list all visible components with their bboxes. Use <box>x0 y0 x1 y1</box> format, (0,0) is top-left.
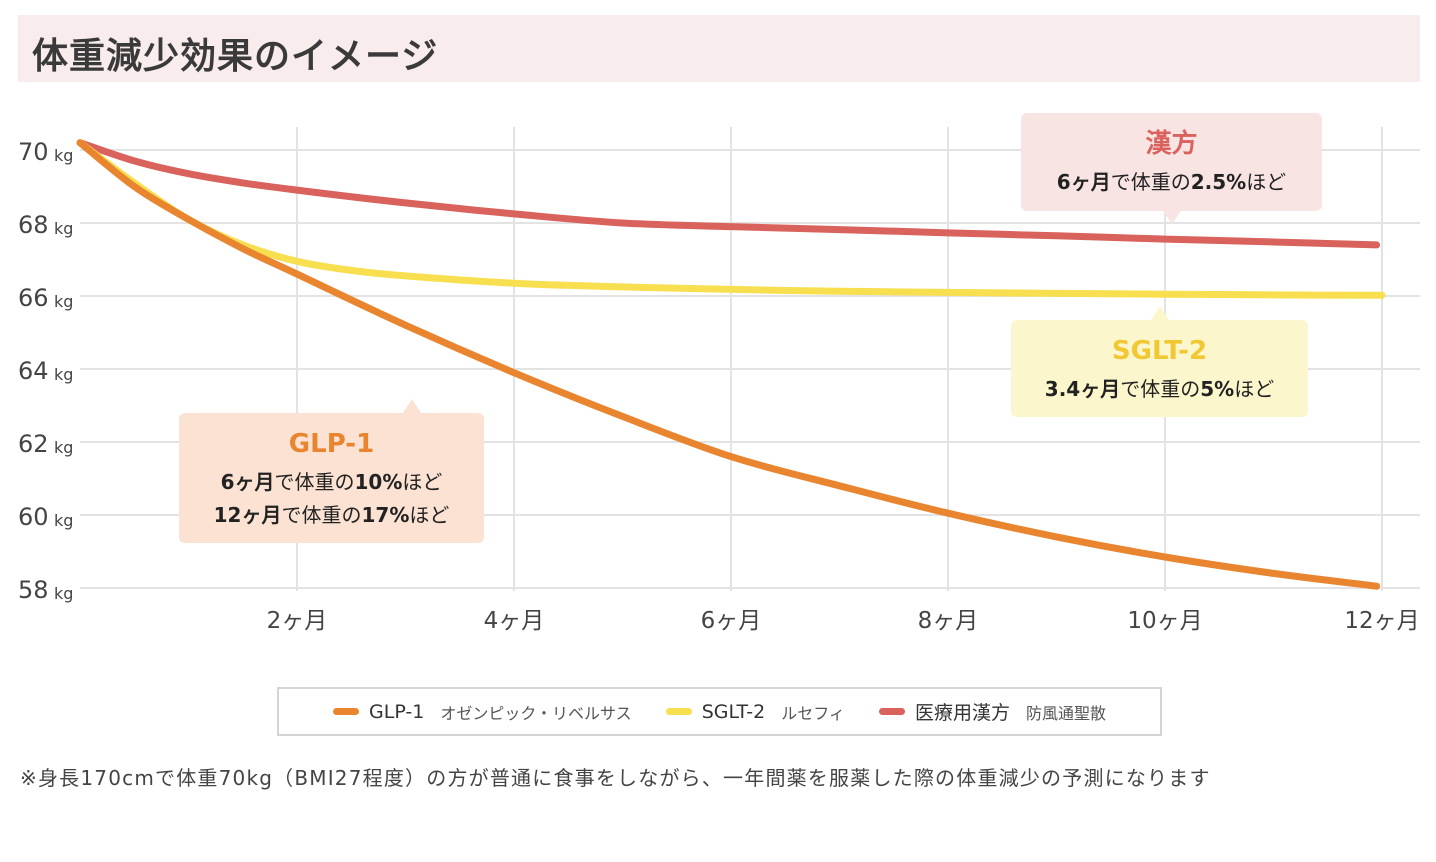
callout-title-kampo: 漢方 <box>1145 128 1197 159</box>
legend-swatch-kampo <box>878 708 905 715</box>
callout-glp1: GLP-1 6ヶ月で体重の10%ほど 12ヶ月で体重の17%ほど <box>179 399 484 543</box>
y-tick-unit-70: kg <box>54 146 73 165</box>
series-line-2 <box>76 139 1381 590</box>
series-lines <box>76 139 1386 590</box>
weight-loss-chart: 70 kg 68 kg 66 kg 64 kg 62 kg 60 kg 58 kg 2ヶ月 4ヶ月 6ヶ月 8ヶ月… <box>18 113 1420 634</box>
legend-sub-kampo: 防風通聖散 <box>1025 703 1106 723</box>
callout-box-glp1 <box>179 413 484 543</box>
callout-line-sglt2-0: 3.4ヶ月で体重の5%ほど <box>1045 377 1274 401</box>
callouts: 漢方 6ヶ月で体重の2.5%ほど SGLT-2 3.4ヶ月で体重の5%ほど GLP-1 6… <box>179 113 1322 543</box>
callout-line-glp1-0: 6ヶ月で体重の10%ほど <box>221 470 443 494</box>
legend-item-kampo: 医療用漢方 防風通聖散 <box>878 698 1106 725</box>
callout-sglt2: SGLT-2 3.4ヶ月で体重の5%ほど <box>1011 306 1308 417</box>
callout-box-sglt2 <box>1011 320 1308 417</box>
tick-labels: 70 kg 68 kg 66 kg 64 kg 62 kg 60 kg 58 kg 2ヶ月 4ヶ月 6ヶ月 8ヶ月… <box>18 138 1420 634</box>
x-tick-label-6: 6ヶ月 <box>701 608 762 634</box>
callout-pointer-sglt2 <box>1151 306 1169 320</box>
legend: GLP-1 オゼンピック・リベルサス SGLT-2 ルセフィ 医療用漢方 防風通… <box>277 687 1162 736</box>
y-tick-label-64: 64 <box>18 357 49 385</box>
x-tick-label-12: 12ヶ月 <box>1344 608 1419 634</box>
legend-swatch-sglt2 <box>665 708 692 715</box>
legend-sub-sglt2: ルセフィ <box>781 703 845 723</box>
callout-line-glp1-1: 12ヶ月で体重の17%ほど <box>214 503 450 527</box>
callout-title-glp1: GLP-1 <box>289 429 374 459</box>
y-tick-label-68: 68 <box>18 211 49 239</box>
footnote: ※身長170cmで体重70kg（BMI27程度）の方が普通に食事をしながら、一年… <box>20 766 1211 790</box>
y-tick-unit-60: kg <box>54 511 73 530</box>
x-tick-label-4: 4ヶ月 <box>484 608 545 634</box>
y-tick-label-58: 58 <box>18 576 49 604</box>
callout-line-kampo-0: 6ヶ月で体重の2.5%ほど <box>1057 170 1286 194</box>
x-tick-label-10: 10ヶ月 <box>1127 608 1202 634</box>
callout-title-sglt2: SGLT-2 <box>1112 336 1207 366</box>
x-tick-label-8: 8ヶ月 <box>918 608 979 634</box>
legend-name-kampo: 医療用漢方 <box>914 702 1010 724</box>
legend-swatch-glp1 <box>333 708 360 715</box>
y-tick-unit-58: kg <box>54 584 73 603</box>
y-tick-unit-62: kg <box>54 438 73 457</box>
title-bar: 体重減少効果のイメージ <box>18 15 1420 82</box>
legend-sub-glp1: オゼンピック・リベルサス <box>440 703 632 723</box>
page-title: 体重減少効果のイメージ <box>32 36 439 77</box>
callout-box-kampo <box>1021 113 1322 211</box>
legend-name-glp1: GLP-1 <box>369 700 425 723</box>
legend-name-sglt2: SGLT-2 <box>701 700 766 723</box>
y-tick-unit-64: kg <box>54 365 73 384</box>
y-tick-unit-66: kg <box>54 292 73 311</box>
legend-item-glp1: GLP-1 オゼンピック・リベルサス <box>333 700 632 724</box>
legend-item-sglt2: SGLT-2 ルセフィ <box>665 700 845 724</box>
y-tick-label-60: 60 <box>18 503 49 531</box>
series-line-0 <box>76 139 1381 249</box>
callout-kampo: 漢方 6ヶ月で体重の2.5%ほど <box>1021 113 1322 224</box>
callout-pointer-glp1 <box>403 399 421 413</box>
y-tick-unit-68: kg <box>54 219 73 238</box>
y-tick-label-66: 66 <box>18 284 49 312</box>
y-tick-label-62: 62 <box>18 430 49 458</box>
callout-pointer-kampo <box>1163 211 1181 224</box>
x-tick-label-2: 2ヶ月 <box>267 608 328 634</box>
y-tick-label-70: 70 <box>18 138 49 166</box>
